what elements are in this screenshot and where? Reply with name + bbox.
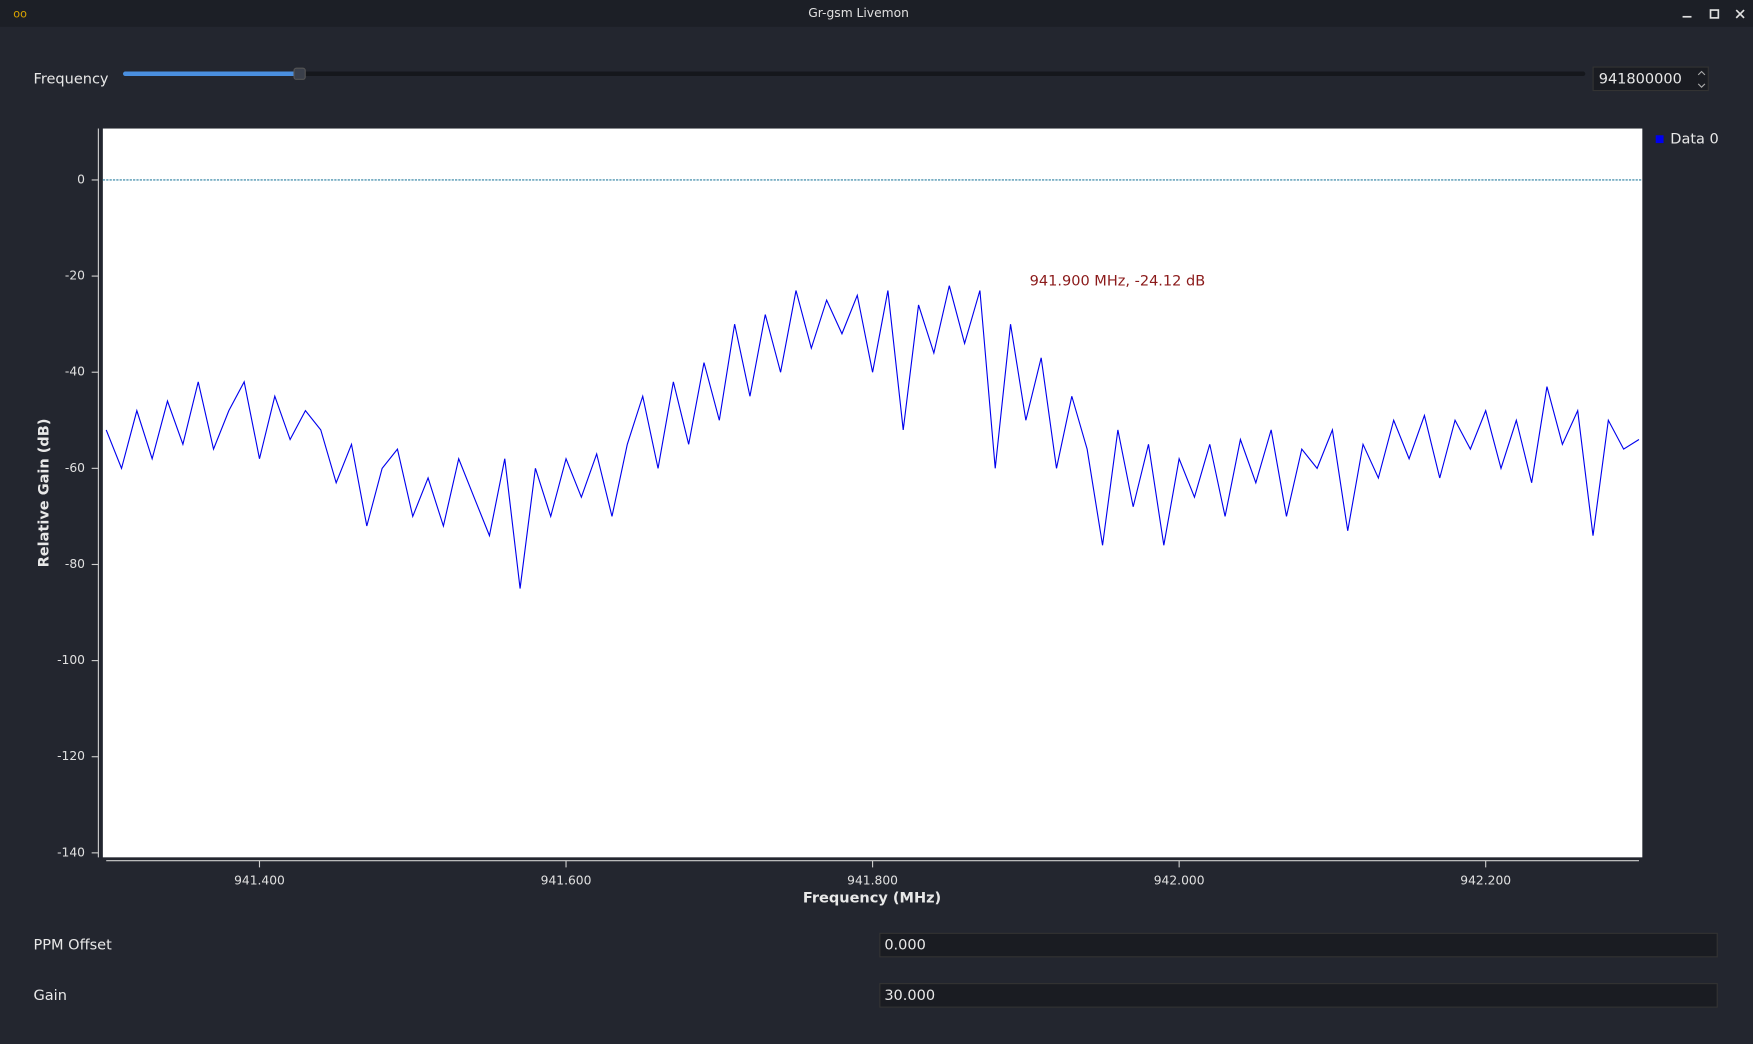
frequency-label: Frequency [34, 71, 109, 87]
y-tick-label: -60 [65, 461, 85, 475]
y-tick-label: -80 [65, 557, 85, 571]
legend-swatch [1655, 135, 1664, 144]
frequency-spinbox[interactable] [1592, 66, 1709, 92]
legend-label: Data 0 [1670, 132, 1719, 148]
ppm-offset-value: 0.000 [884, 938, 926, 954]
x-tick-label: 941.400 [234, 873, 285, 887]
plot-area [102, 128, 1643, 858]
close-button[interactable] [1735, 9, 1745, 19]
annotation: 941.900 MHz, -24.12 dB [1030, 274, 1206, 290]
x-tick-label: 941.600 [541, 873, 592, 887]
slider-handle[interactable] [293, 67, 306, 80]
y-tick-label: -140 [57, 845, 85, 859]
frequency-slider[interactable] [122, 71, 1586, 77]
x-axis-label: Frequency (MHz) [803, 891, 941, 907]
maximize-button[interactable] [1709, 9, 1720, 19]
gain-spinbox[interactable] [879, 983, 1718, 1008]
title-bar [0, 0, 1753, 27]
y-axis-label: Relative Gain (dB) [37, 419, 53, 568]
y-tick-label: -20 [65, 269, 85, 283]
y-tick-label: -100 [57, 653, 85, 667]
y-tick-label: -40 [65, 365, 85, 379]
y-tick-label: 0 [77, 172, 85, 186]
app-icon: oo [13, 8, 27, 21]
x-tick-label: 942.000 [1154, 873, 1205, 887]
frequency-value: 941800000 [1599, 71, 1682, 87]
gain-value: 30.000 [884, 988, 935, 1004]
data-line [105, 285, 1640, 589]
spin-arrows[interactable] [1697, 70, 1706, 88]
y-tick-label: -120 [57, 749, 85, 763]
gain-label: Gain [34, 988, 67, 1004]
ppm-offset-spinbox[interactable] [879, 932, 1718, 958]
ppm-offset-label: PPM Offset [34, 938, 113, 954]
chart: 0 -20 -40 -60 -80 -100 -120 -140 941.400 941.600 9… [37, 128, 1719, 907]
window-title: Gr-gsm Livemon [808, 6, 909, 20]
x-tick-label: 941.800 [847, 873, 898, 887]
slider-fill [122, 71, 300, 77]
x-tick-label: 942.200 [1460, 873, 1511, 887]
